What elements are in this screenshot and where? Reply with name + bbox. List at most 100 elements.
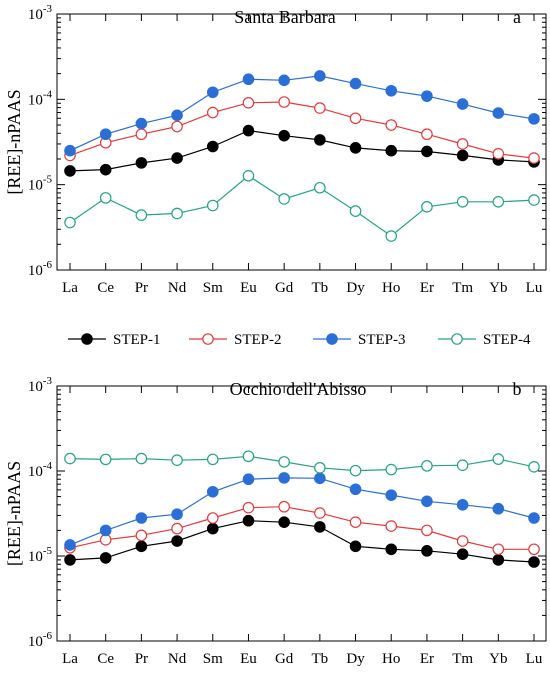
data-point: [385, 463, 398, 476]
data-point: [492, 147, 505, 160]
x-tick-label-tm: Tm: [452, 651, 473, 667]
data-point: [278, 74, 290, 87]
data-point: [314, 102, 326, 114]
data-point: [456, 459, 469, 472]
y-tick-label: 10-3: [28, 375, 53, 395]
data-point: [385, 543, 398, 556]
data-point: [171, 522, 183, 535]
data-point: [421, 145, 433, 158]
x-tick-label-pr: Pr: [135, 280, 148, 296]
series-step-2: [64, 500, 540, 556]
data-point: [135, 540, 148, 553]
data-point: [64, 144, 76, 157]
data-point: [349, 77, 362, 90]
data-point: [278, 472, 290, 484]
series-step-3: [64, 70, 540, 157]
data-point: [64, 165, 76, 177]
data-point: [456, 499, 469, 511]
data-point: [528, 194, 540, 206]
data-point: [421, 545, 433, 557]
series-line: [69, 129, 535, 172]
data-point: [314, 70, 326, 82]
x-tick-label-er: Er: [420, 651, 434, 667]
chart-title: Occhio dell'Abisso: [230, 379, 367, 399]
x-tick-label-ce: Ce: [97, 651, 114, 667]
data-point: [242, 514, 255, 527]
data-point: [206, 512, 219, 524]
data-point: [314, 134, 326, 146]
data-point: [242, 73, 255, 86]
data-point: [492, 502, 505, 515]
data-point: [492, 195, 505, 208]
data-point: [64, 452, 76, 465]
data-point: [206, 453, 219, 466]
data-point: [456, 98, 469, 110]
data-point: [135, 452, 148, 465]
legend-marker: [81, 333, 93, 345]
data-point: [99, 163, 112, 176]
series-step-3: [64, 472, 540, 551]
data-point: [171, 508, 183, 521]
plot-frame: [56, 385, 547, 642]
data-point: [456, 138, 469, 150]
data-point: [492, 543, 505, 556]
data-point: [242, 170, 255, 182]
data-point: [385, 520, 398, 532]
x-tick-label-sm: Sm: [203, 651, 223, 667]
plot-frame: [56, 13, 547, 271]
series-step-4: [64, 170, 540, 242]
series-step-4: [64, 450, 540, 477]
data-point: [385, 230, 398, 242]
x-tick-label-tm: Tm: [452, 280, 473, 296]
y-tick-label: 10-4: [28, 88, 53, 108]
series-line: [69, 520, 535, 563]
y-axis-label: [REE]-nPAAS: [4, 89, 24, 194]
x-tick-label-lu: Lu: [526, 651, 543, 667]
data-point: [421, 128, 433, 141]
data-point: [314, 462, 326, 474]
data-point: [314, 181, 326, 194]
data-point: [99, 552, 112, 564]
data-point: [456, 535, 469, 547]
data-point: [99, 128, 112, 141]
data-point: [278, 193, 290, 205]
legend-item-step-2: STEP-2: [189, 332, 282, 348]
series-step-1: [64, 514, 540, 568]
y-tick-label: 10-6: [28, 259, 53, 279]
data-point: [385, 119, 398, 131]
data-point: [135, 157, 148, 169]
legend-label: STEP-4: [483, 332, 531, 348]
x-tick-label-lu: Lu: [526, 280, 543, 296]
data-point: [385, 84, 398, 97]
x-tick-label-dy: Dy: [346, 651, 365, 667]
data-point: [135, 117, 148, 130]
chart-panel-a: 10-3 10-4 10-5 10-6 La Ce Pr Nd Sm Eu Gd Tb Dy Ho Er Tm…: [4, 3, 547, 296]
data-point: [528, 461, 540, 473]
y-axis-label: [REE]-nPAAS: [4, 461, 24, 566]
data-point: [171, 535, 183, 547]
legend-label: STEP-1: [113, 332, 161, 348]
data-point: [171, 454, 183, 466]
y-tick-label: 10-6: [28, 630, 53, 650]
data-point: [64, 554, 76, 566]
data-point: [206, 86, 219, 99]
data-point: [135, 209, 148, 221]
x-tick-label-ho: Ho: [382, 280, 400, 296]
chart-title: Santa Barbara: [234, 7, 335, 27]
data-point: [171, 152, 183, 164]
legend-label: STEP-3: [358, 332, 406, 348]
series-line: [69, 101, 535, 159]
data-point: [421, 90, 433, 102]
data-point: [278, 516, 290, 528]
data-point: [206, 106, 219, 119]
data-point: [99, 453, 112, 466]
data-point: [242, 501, 255, 514]
legend-item-step-1: STEP-1: [68, 332, 161, 348]
x-tick-label-tb: Tb: [312, 651, 329, 667]
x-tick-label-eu: Eu: [240, 280, 257, 296]
panel-label: b: [513, 379, 522, 399]
chart-panel-b: 10-3 10-4 10-5 10-6 La Ce Pr Nd Sm Eu Gd Tb Dy Ho Er Tm…: [4, 375, 547, 667]
x-tick-label-tb: Tb: [312, 280, 329, 296]
data-point: [349, 540, 362, 553]
